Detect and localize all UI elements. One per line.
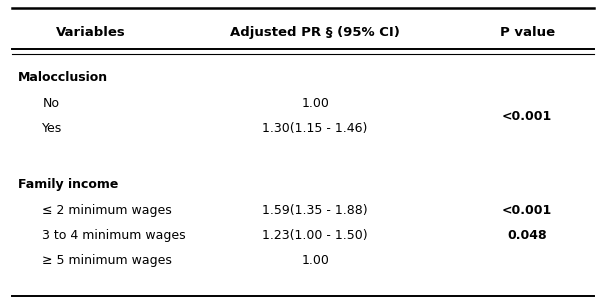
Text: Variables: Variables [56, 26, 126, 38]
Text: P value: P value [500, 26, 554, 38]
Text: No: No [42, 97, 59, 110]
Text: Yes: Yes [42, 122, 62, 135]
Text: Malocclusion: Malocclusion [18, 71, 108, 84]
Text: Adjusted PR § (95% CI): Adjusted PR § (95% CI) [230, 26, 400, 38]
Text: Family income: Family income [18, 178, 119, 191]
Text: 1.00: 1.00 [301, 97, 329, 110]
Text: <0.001: <0.001 [502, 110, 552, 123]
Text: 0.048: 0.048 [507, 229, 547, 242]
Text: <0.001: <0.001 [502, 204, 552, 217]
Text: 1.23(1.00 - 1.50): 1.23(1.00 - 1.50) [262, 229, 368, 242]
Text: ≤ 2 minimum wages: ≤ 2 minimum wages [42, 204, 172, 217]
Text: 1.59(1.35 - 1.88): 1.59(1.35 - 1.88) [262, 204, 368, 217]
Text: 1.30(1.15 - 1.46): 1.30(1.15 - 1.46) [262, 122, 368, 135]
Text: 3 to 4 minimum wages: 3 to 4 minimum wages [42, 229, 186, 242]
Text: ≥ 5 minimum wages: ≥ 5 minimum wages [42, 254, 172, 267]
Text: 1.00: 1.00 [301, 254, 329, 267]
